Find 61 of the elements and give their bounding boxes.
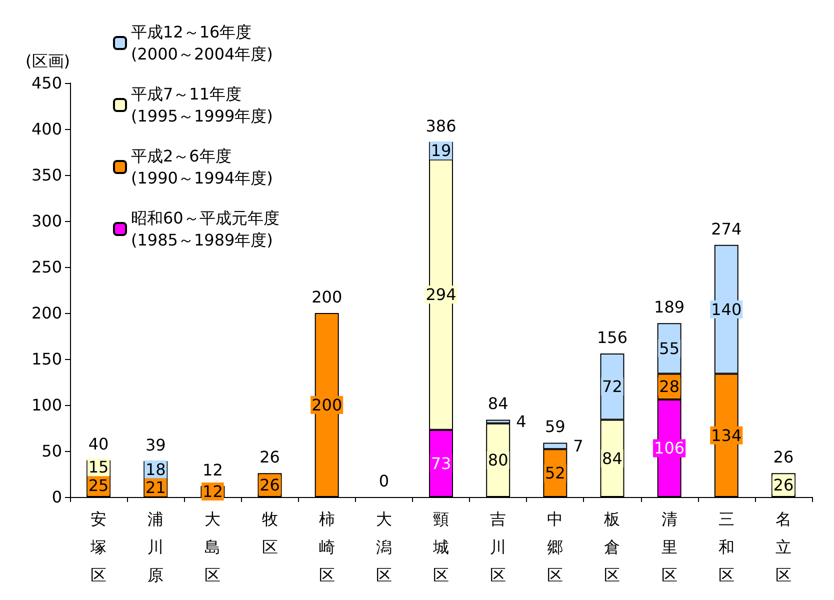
y-tick-label: 150	[31, 350, 62, 368]
legend-label: 平成7～11年度 (1995～1999年度)	[131, 84, 273, 126]
data-label: 72	[602, 377, 622, 396]
x-tick-label: 安塚区	[90, 510, 107, 584]
y-tick-label: 400	[31, 120, 62, 138]
x-tick-label: 吉川区	[490, 510, 506, 584]
data-label: 84	[602, 448, 622, 468]
data-label: 4	[516, 412, 526, 432]
data-label: 106	[654, 438, 685, 458]
total-label: 156	[596, 328, 628, 347]
data-label: 19	[430, 141, 452, 160]
x-tick-label: 大潟区	[376, 510, 392, 584]
total-label: 40	[88, 434, 109, 454]
total-label: 59	[544, 417, 566, 436]
y-tick-label: 250	[31, 258, 62, 276]
data-label: 294	[426, 285, 456, 304]
data-label: 18	[145, 460, 166, 479]
x-tick-label: 頸城区	[432, 510, 449, 584]
y-tick-label: 300	[31, 212, 62, 230]
data-label: 26	[773, 476, 794, 495]
legend-label: 昭和60～平成元年度 (1985～1989年度)	[131, 208, 280, 250]
data-label: 28	[659, 377, 680, 396]
total-label: 274	[711, 219, 742, 238]
text: 0	[378, 472, 390, 490]
y-tick-label: 100	[31, 396, 62, 414]
x-tick-label: 浦川原	[148, 510, 164, 584]
x-tick-label: 中郷区	[547, 510, 564, 584]
data-label: 73	[430, 454, 452, 473]
x-tick-label: 三和区	[718, 510, 734, 584]
data-label: 134	[711, 426, 742, 445]
data-label: 21	[145, 478, 166, 497]
data-label: 26	[260, 476, 280, 495]
data-label: 55	[659, 338, 680, 358]
y-tick-label: 200	[31, 304, 62, 322]
legend-label: 平成2～6年度 (1990～1994年度)	[131, 146, 273, 188]
y-tick-label: 450	[31, 74, 62, 92]
y-tick-label: 0	[52, 488, 62, 506]
y-axis-title: (区画)	[26, 52, 70, 70]
total-label: 39	[145, 436, 166, 455]
data-label: 52	[544, 464, 566, 483]
total-label: 189	[654, 298, 685, 317]
data-label: 7	[573, 436, 584, 456]
data-label: 80	[488, 450, 508, 470]
x-tick-label: 牧区	[262, 510, 278, 556]
total-label: 386	[426, 116, 456, 136]
data-label: 25	[88, 476, 109, 495]
data-label: 200	[312, 396, 342, 414]
total-label: 26	[773, 448, 794, 467]
x-tick-label: 板倉区	[603, 510, 620, 584]
total-label: 84	[488, 394, 508, 414]
total-label: 200	[312, 288, 342, 306]
y-tick-label: 50	[42, 442, 62, 460]
x-tick-label: 大島区	[204, 510, 221, 584]
total-label: 26	[260, 448, 280, 467]
x-tick-label: 柿崎区	[318, 510, 335, 584]
x-tick-label: 名立区	[775, 510, 792, 584]
total-label: 12	[202, 460, 223, 480]
legend-label: 平成12～16年度 (2000～2004年度)	[131, 22, 273, 64]
y-tick-label: 350	[31, 166, 62, 184]
x-tick-label: 清里区	[661, 510, 678, 584]
data-label: 140	[711, 300, 742, 319]
